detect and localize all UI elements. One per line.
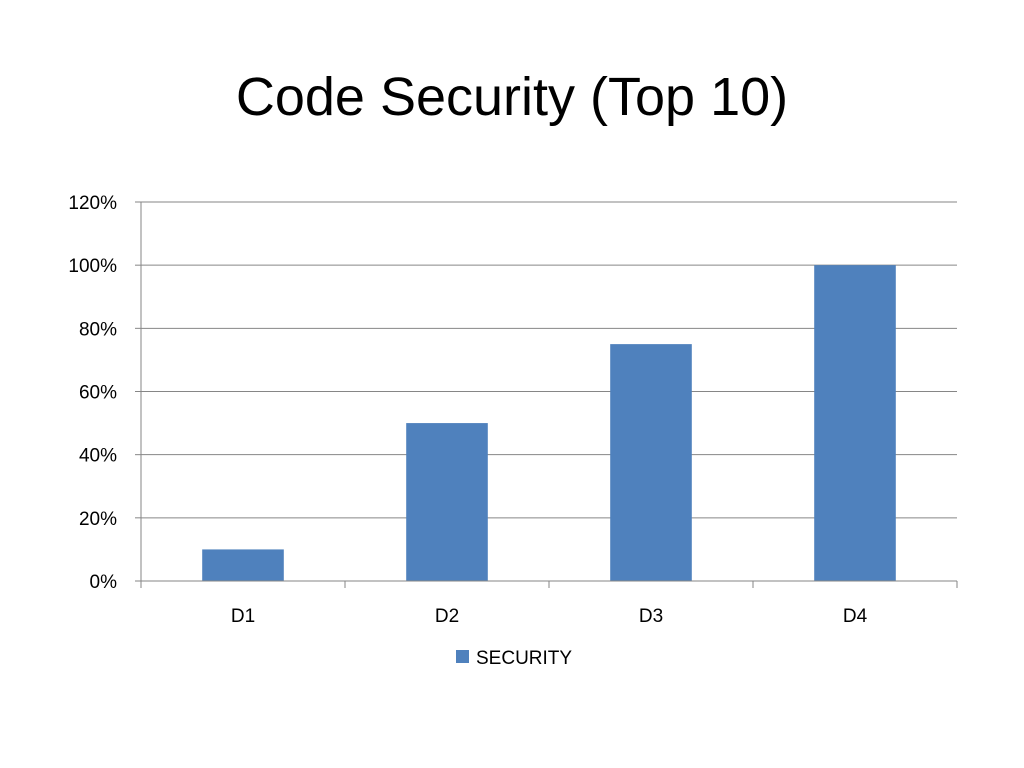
y-tick-label: 80% (79, 319, 117, 340)
x-tick-label: D1 (231, 606, 255, 627)
x-tick-labels: D1 D2 D3 D4 (231, 606, 868, 627)
y-tick-label: 0% (90, 572, 118, 593)
y-tick-label: 120% (68, 193, 117, 214)
x-tick-label: D2 (435, 606, 459, 627)
y-tick-label: 60% (79, 383, 117, 404)
x-tick-label: D4 (843, 606, 868, 627)
legend-label: SECURITY (476, 648, 572, 669)
legend: SECURITY (456, 648, 572, 669)
bars (202, 265, 896, 581)
gridlines (141, 201, 957, 519)
bar-d4 (814, 265, 896, 581)
y-tick-labels: 0% 20% 40% 60% 80% 100% 120% (68, 193, 117, 593)
y-tick-label: 20% (79, 509, 117, 530)
y-tick-label: 40% (79, 446, 117, 467)
x-tick-label: D3 (639, 606, 663, 627)
slide-title: Code Security (Top 10) (235, 67, 789, 127)
axes (135, 201, 958, 588)
bar-d2 (406, 423, 488, 581)
legend-swatch (456, 650, 469, 663)
bar-d3 (610, 344, 692, 581)
bar-d1 (202, 549, 284, 581)
y-tick-label: 100% (68, 256, 117, 277)
